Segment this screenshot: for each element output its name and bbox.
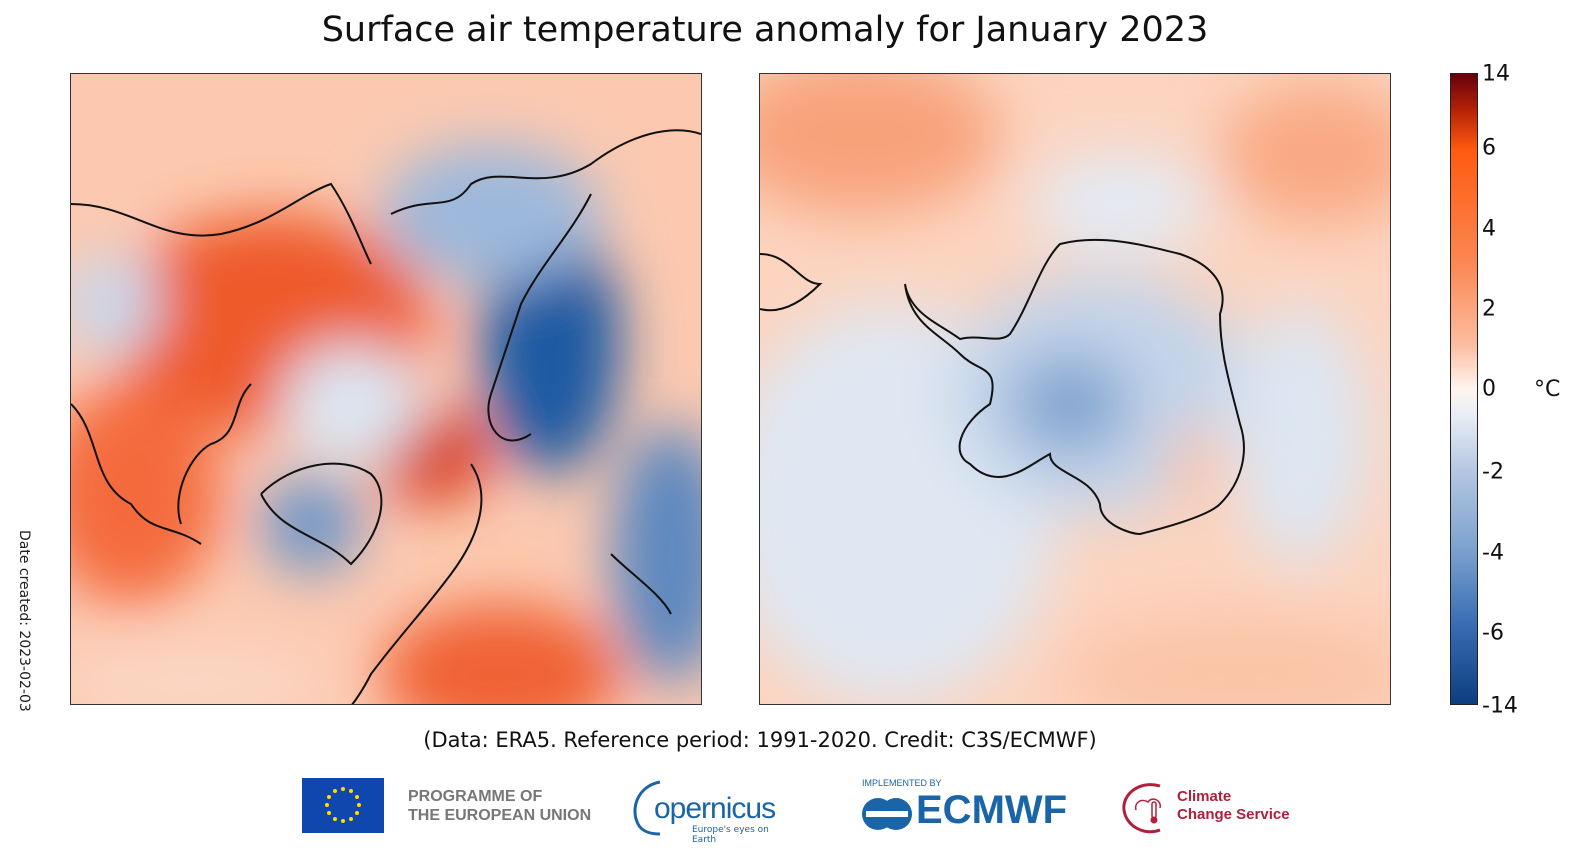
map-title: Surface air temperature anomaly for Janu… (321, 10, 1209, 50)
colorbar-tick: -6 (1482, 620, 1504, 646)
colorbar-tick: 0 (1482, 376, 1496, 402)
colorbar (1450, 73, 1478, 705)
eu-text-line: PROGRAMME OF (408, 788, 543, 805)
eu-text-line: THE EUROPEAN UNION (408, 807, 592, 824)
arctic-anomaly-map (70, 73, 702, 705)
colorbar-unit: °C (1534, 377, 1561, 402)
copernicus-tagline: Europe's eyes on Earth (692, 825, 769, 845)
coastlines (71, 129, 701, 704)
ecmwf-wordmark: ECMWF (916, 788, 1068, 832)
eu-flag-logo (302, 778, 384, 833)
climate-change-service-logo: Climate Change Service (1120, 780, 1310, 836)
colorbar-tick: 6 (1482, 135, 1496, 161)
eu-programme-text: PROGRAMME OF THE EUROPEAN UNION (408, 787, 591, 825)
ecmwf-symbol-icon (862, 798, 912, 830)
colorbar-tick: -2 (1482, 459, 1504, 485)
c3s-text-line: Change Service (1177, 806, 1290, 823)
copernicus-wordmark: opernicus (654, 792, 776, 825)
date-created-text: Date created: 2023-02-03 (16, 530, 32, 712)
colorbar-tick: -4 (1482, 540, 1504, 566)
date-created-label: Date created: 2023-02-03 (16, 530, 54, 712)
credit-line: (Data: ERA5. Reference period: 1991-2020… (423, 728, 1097, 752)
colorbar-tick: 4 (1482, 216, 1496, 242)
colorbar-tick: -14 (1482, 693, 1518, 719)
ecmwf-logo: IMPLEMENTED BY ECMWF (860, 778, 1090, 838)
antarctica-coastline (904, 238, 1245, 536)
colorbar-tick: 14 (1482, 61, 1510, 87)
c3s-thermometer-icon (1122, 783, 1161, 834)
c3s-text-line: Climate (1177, 788, 1232, 805)
copernicus-logo: opernicus Europe's eyes on Earth (630, 778, 790, 845)
antarctic-anomaly-map (759, 73, 1391, 705)
implemented-by-text: IMPLEMENTED BY (862, 778, 942, 788)
colorbar-tick: 2 (1482, 296, 1496, 322)
